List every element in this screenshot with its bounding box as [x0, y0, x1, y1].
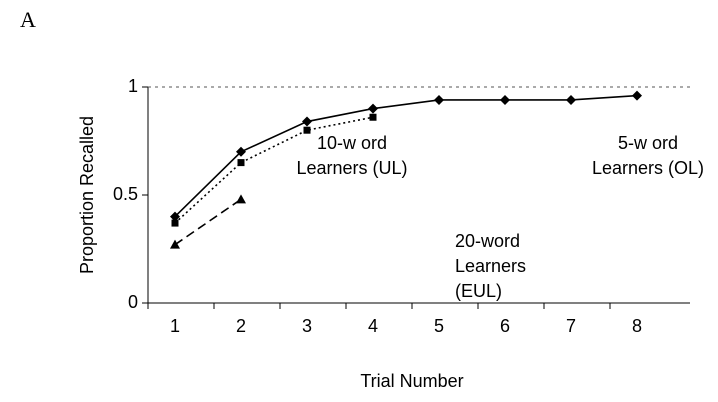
marker: [632, 90, 642, 101]
series-line: [174, 116, 374, 224]
y-tick-label: 0: [128, 292, 138, 312]
panel-label: A: [20, 7, 36, 32]
marker: [171, 219, 179, 227]
marker: [566, 94, 576, 105]
marker: [368, 103, 378, 114]
marker: [500, 94, 510, 105]
marker: [237, 159, 245, 167]
y-axis-label: Proportion Recalled: [77, 116, 97, 274]
annotation: 10-w ord: [317, 133, 387, 153]
x-tick-label: 7: [566, 316, 576, 336]
annotation: Learners: [455, 256, 526, 276]
marker: [369, 113, 377, 121]
marker: [236, 146, 246, 157]
x-tick-label: 2: [236, 316, 246, 336]
y-tick-label: 1: [128, 76, 138, 96]
marker: [236, 194, 246, 204]
x-tick-label: 3: [302, 316, 312, 336]
annotation: Learners (UL): [296, 158, 407, 178]
annotation: Learners (OL): [592, 158, 704, 178]
x-tick-label: 4: [368, 316, 378, 336]
marker: [170, 239, 180, 249]
series-line: [174, 94, 638, 218]
marker: [434, 94, 444, 105]
annotation: 20-word: [455, 231, 520, 251]
x-tick-label: 8: [632, 316, 642, 336]
y-tick-label: 0.5: [113, 184, 138, 204]
marker: [303, 126, 311, 134]
annotation: 5-w ord: [618, 133, 678, 153]
x-axis-label: Trial Number: [360, 371, 463, 391]
marker: [302, 116, 312, 127]
x-tick-label: 1: [170, 316, 180, 336]
marker: [170, 211, 180, 222]
x-tick-label: 6: [500, 316, 510, 336]
x-tick-label: 5: [434, 316, 444, 336]
annotation: (EUL): [455, 281, 502, 301]
